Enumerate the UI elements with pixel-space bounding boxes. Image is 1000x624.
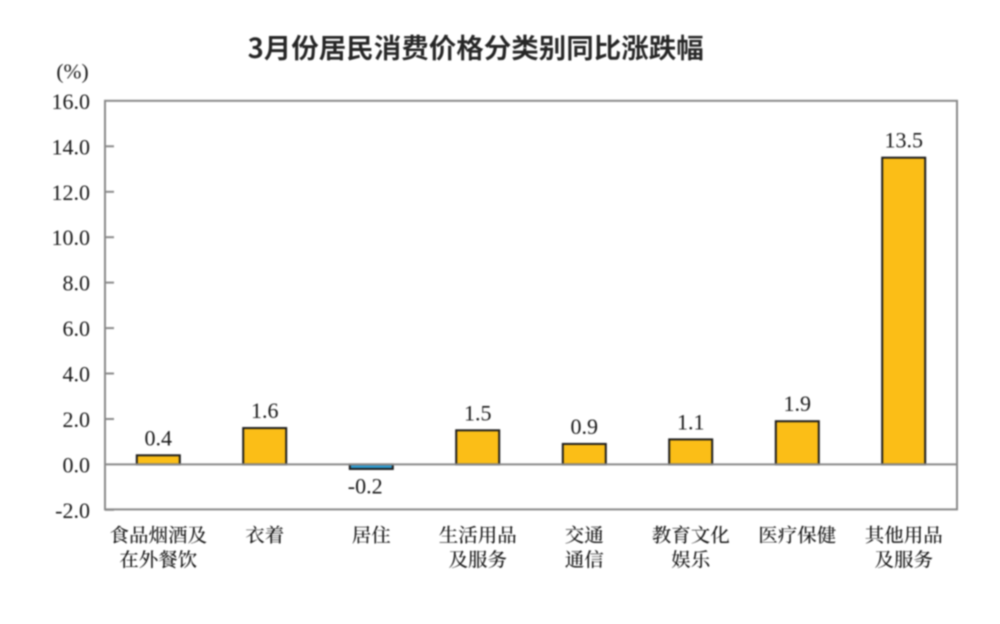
svg-text:0.0: 0.0 <box>63 452 91 477</box>
svg-text:1.5: 1.5 <box>464 400 492 425</box>
svg-text:16.0: 16.0 <box>52 89 91 114</box>
svg-text:10.0: 10.0 <box>52 225 91 250</box>
svg-text:12.0: 12.0 <box>52 180 91 205</box>
svg-text:(%): (%) <box>56 60 88 84</box>
svg-text:6.0: 6.0 <box>63 316 91 341</box>
svg-text:13.5: 13.5 <box>885 128 924 153</box>
svg-text:14.0: 14.0 <box>52 134 91 159</box>
svg-text:1.6: 1.6 <box>251 398 279 423</box>
svg-text:4.0: 4.0 <box>63 362 91 387</box>
svg-text:-2.0: -2.0 <box>55 498 90 523</box>
svg-text:-0.2: -0.2 <box>348 473 383 498</box>
svg-text:0.9: 0.9 <box>570 414 598 439</box>
svg-text:1.9: 1.9 <box>783 391 811 416</box>
svg-text:2.0: 2.0 <box>63 407 91 432</box>
svg-text:0.4: 0.4 <box>144 425 172 450</box>
svg-text:8.0: 8.0 <box>63 271 91 296</box>
svg-text:1.1: 1.1 <box>677 409 705 434</box>
